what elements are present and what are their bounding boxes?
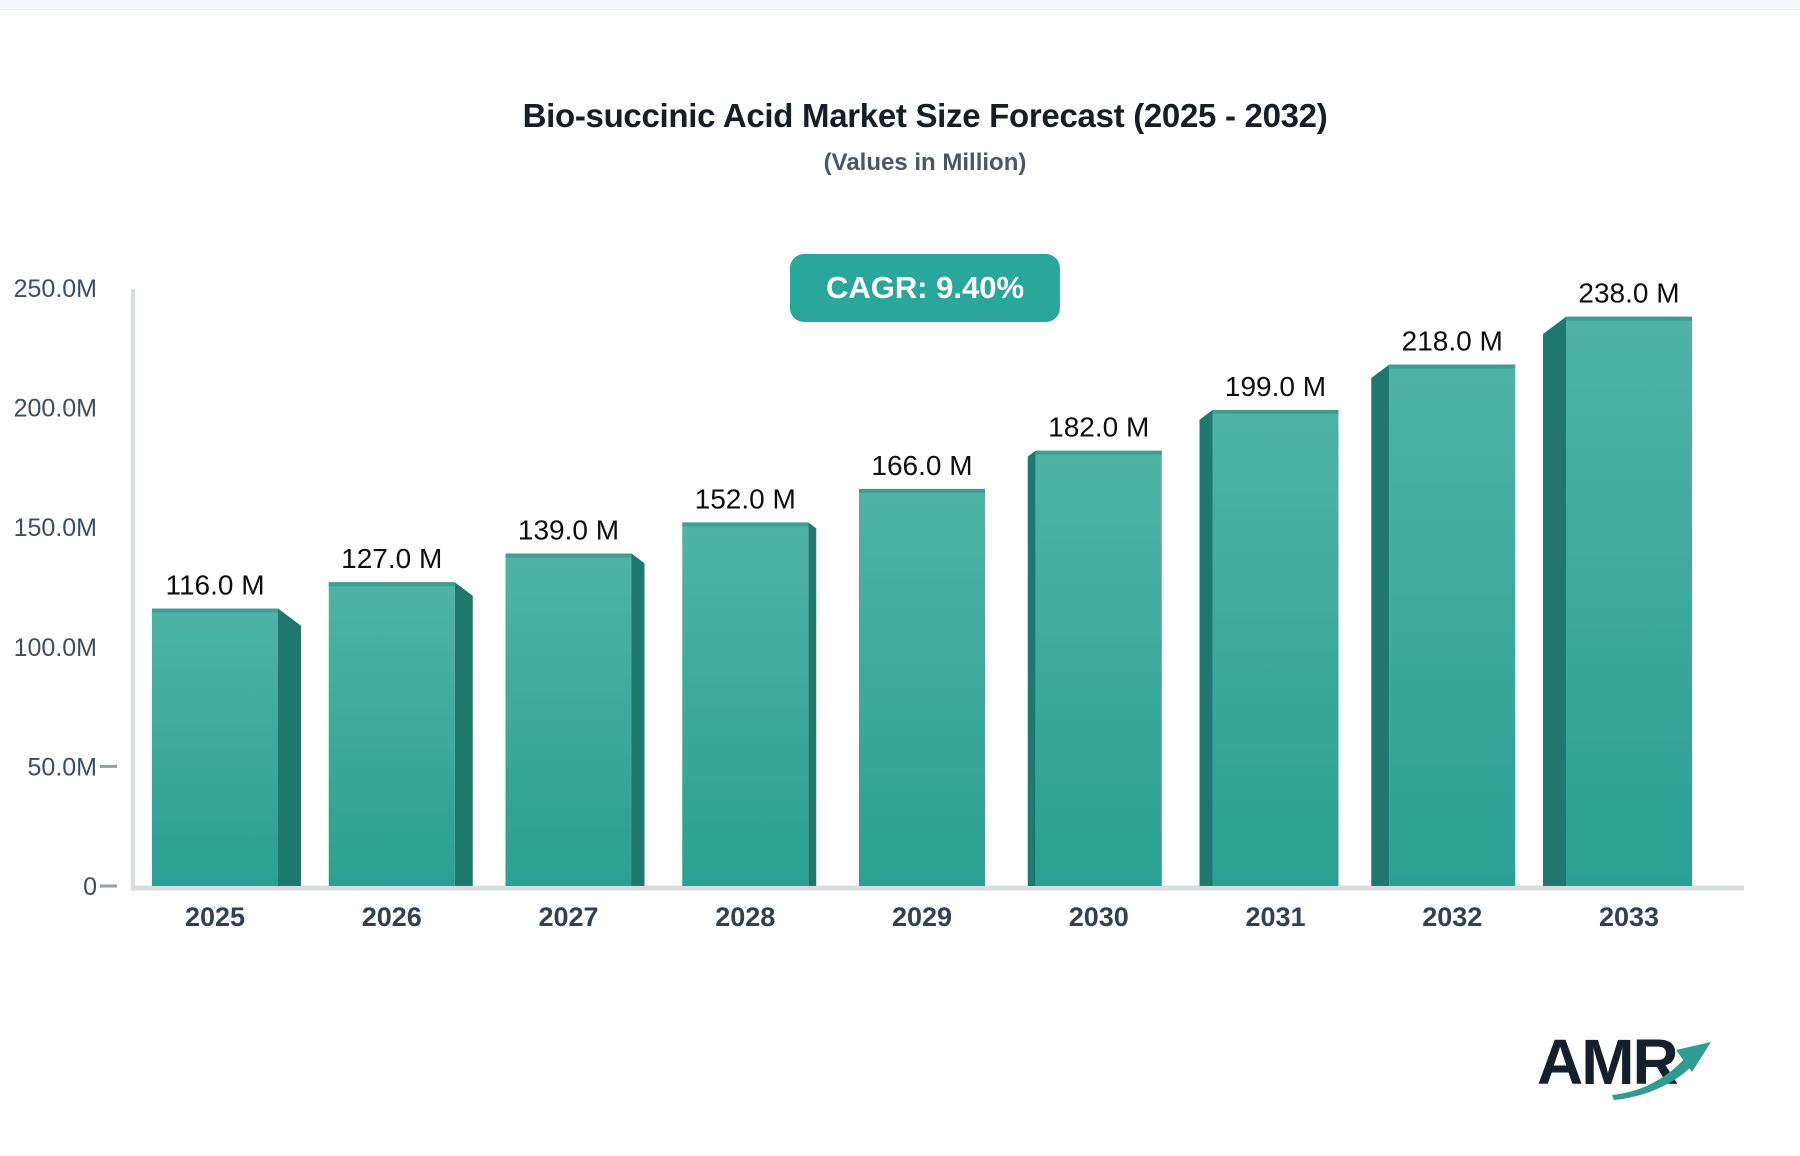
y-tick-label: 0 (83, 873, 97, 901)
x-axis-label: 2030 (1069, 902, 1129, 932)
bar-front-face (152, 608, 278, 886)
bar-value-label: 238.0 M (1578, 278, 1679, 309)
bar-value-label: 166.0 M (871, 450, 972, 481)
bar-group-2026: 127.0 M (328, 543, 473, 886)
y-tick-label: 100.0M (14, 634, 97, 662)
x-axis-labels: 2025 2026 2027 2028 2029 2030 2031 2032 2033 (185, 902, 1659, 932)
y-axis-ticks: 250.0M 200.0M 150.0M 100.0M 50.0M 0 (14, 275, 117, 901)
bar-top-edge (1566, 316, 1692, 321)
bar-side-face (278, 608, 301, 886)
window-top-strip (0, 0, 1800, 10)
chart-title: Bio-succinic Acid Market Size Forecast (… (522, 97, 1328, 134)
bar-value-label: 199.0 M (1225, 371, 1326, 402)
y-tick-label: 150.0M (14, 514, 97, 542)
x-axis-label: 2025 (185, 902, 245, 932)
x-axis-label: 2027 (538, 902, 598, 932)
bar-group-2027: 139.0 M (505, 515, 645, 886)
x-axis-label: 2028 (715, 902, 775, 932)
y-tick-label: 250.0M (14, 275, 97, 303)
x-axis-label: 2033 (1599, 902, 1659, 932)
bar-group-2031: 199.0 M (1199, 371, 1339, 886)
bar-top-edge (1212, 409, 1339, 414)
growth-arrow-head (1676, 1042, 1711, 1072)
bars-group: 116.0 M 127.0 M 139.0 M 152.0 M 166.0 M 182.0… (152, 278, 1692, 887)
amr-logo: AMR (1537, 1030, 1717, 1110)
bar-top-edge (1389, 364, 1516, 369)
bar-value-label: 182.0 M (1048, 412, 1149, 443)
bar-front-face (328, 582, 455, 886)
bar-top-edge (682, 522, 809, 527)
bar-group-2025: 116.0 M (152, 570, 301, 886)
bar-group-2033: 238.0 M (1543, 278, 1692, 887)
bar-top-edge (152, 608, 278, 613)
bar-side-face (808, 522, 817, 886)
y-tick-label: 50.0M (28, 753, 97, 781)
bar-top-edge (1035, 450, 1162, 455)
cagr-badge: CAGR: 9.40% (789, 254, 1061, 322)
bar-front-face (505, 553, 632, 886)
growth-arrow-icon (1612, 1042, 1711, 1100)
bar-top-edge (505, 553, 632, 558)
x-axis-label: 2029 (892, 902, 952, 932)
bar-front-face (1212, 409, 1339, 886)
bar-side-face (1371, 364, 1390, 886)
x-axis-label: 2032 (1422, 902, 1482, 932)
bar-group-2029: 166.0 M (859, 450, 985, 886)
bar-top-edge (859, 488, 985, 493)
bar-side-face (1199, 409, 1213, 886)
bar-top-edge (328, 582, 455, 587)
bar-front-face (1389, 364, 1516, 886)
bar-group-2028: 152.0 M (682, 483, 817, 886)
bar-front-face (1035, 450, 1162, 886)
bar-front-face (682, 522, 809, 886)
bar-value-label: 218.0 M (1402, 326, 1503, 357)
x-axis-label: 2026 (362, 902, 422, 932)
bar-value-label: 127.0 M (341, 543, 442, 574)
bar-group-2030: 182.0 M (1027, 412, 1162, 886)
bar-side-face (631, 553, 645, 886)
bar-front-face (859, 488, 985, 886)
bar-value-label: 152.0 M (695, 483, 796, 514)
bar-value-label: 116.0 M (165, 570, 264, 601)
y-tick-label: 200.0M (14, 395, 97, 423)
bar-group-2032: 218.0 M (1371, 326, 1516, 886)
growth-arrow-swoosh (1612, 1058, 1692, 1100)
bar-front-face (1566, 316, 1692, 887)
bar-side-face (454, 582, 473, 886)
x-axis-label: 2031 (1245, 902, 1305, 932)
bar-side-face (1543, 316, 1566, 887)
chart-subtitle: (Values in Million) (823, 149, 1027, 176)
bar-side-face (1027, 450, 1036, 886)
bar-value-label: 139.0 M (518, 515, 619, 546)
